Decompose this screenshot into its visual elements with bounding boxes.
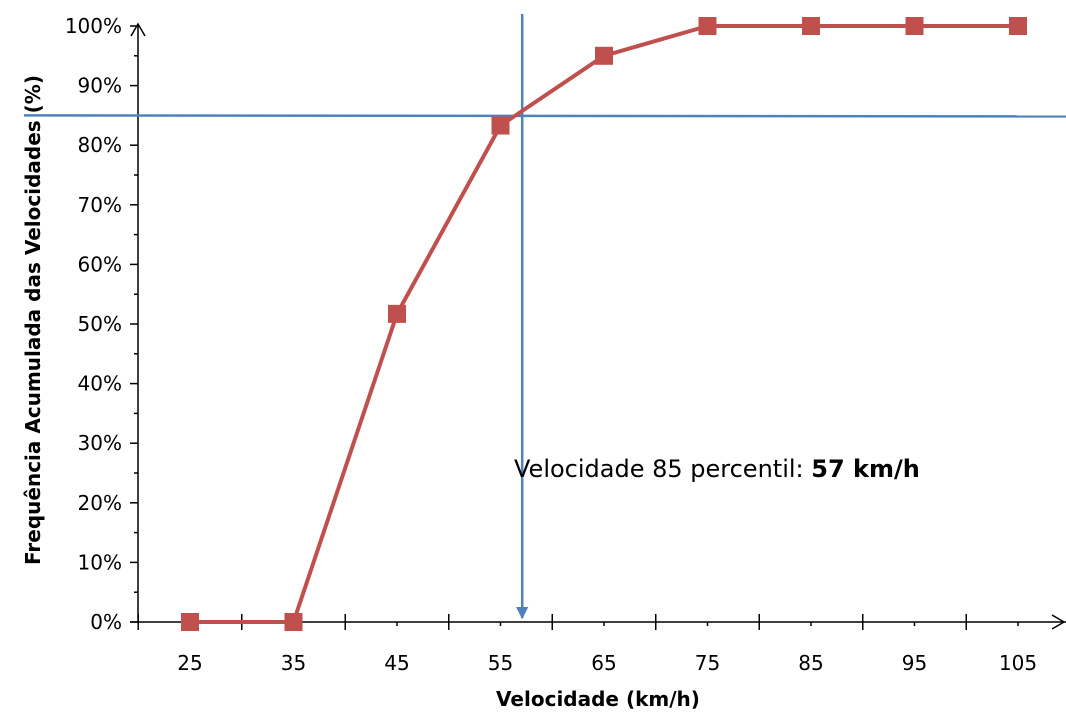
data-point-marker (181, 613, 199, 631)
x-axis-title: Velocidade (km/h) (496, 687, 700, 711)
y-axis-title: Frequência Acumulada das Velocidades (%) (21, 75, 45, 565)
x-tick-label: 55 (488, 651, 513, 675)
y-tick-label: 100% (65, 14, 122, 38)
data-point-marker (492, 117, 510, 135)
y-ticks: 0% 10% 20% 30% 40% 50% 60% 70% 80% 90% 100% (65, 14, 138, 634)
data-point-marker (906, 17, 924, 35)
x-tick-label: 95 (902, 651, 927, 675)
data-point-marker (595, 47, 613, 65)
x-tick-label: 75 (695, 651, 720, 675)
x-tick-label: 45 (384, 651, 409, 675)
data-point-marker (285, 613, 303, 631)
percentile-annotation-value: 57 km/h (811, 455, 920, 483)
y-tick-label: 70% (78, 193, 122, 217)
y-tick-label: 0% (90, 610, 122, 634)
y-tick-label: 10% (78, 550, 122, 574)
percentile-annotation: Velocidade 85 percentil: 57 km/h (514, 455, 920, 483)
x-tick-label: 35 (281, 651, 306, 675)
y-tick-label: 80% (78, 133, 122, 157)
x-tick-label: 65 (591, 651, 616, 675)
y-tick-label: 50% (78, 312, 122, 336)
x-tick-label: 105 (999, 651, 1037, 675)
horizontal-85-percentile-line (24, 115, 1066, 116)
x-tick-label: 25 (177, 651, 202, 675)
y-tick-label: 40% (78, 372, 122, 396)
data-point-marker (699, 17, 717, 35)
series-points (181, 17, 1027, 631)
y-tick-label: 90% (78, 74, 122, 98)
y-tick-label: 20% (78, 491, 122, 515)
y-tick-label: 60% (78, 252, 122, 276)
data-point-marker (802, 17, 820, 35)
y-tick-label: 30% (78, 431, 122, 455)
x-tick-label: 85 (798, 651, 823, 675)
data-point-marker (388, 305, 406, 323)
data-point-marker (1009, 17, 1027, 35)
series-layer (181, 17, 1027, 631)
reference-lines (24, 14, 1066, 618)
percentile-annotation-prefix: Velocidade 85 percentil: (514, 455, 811, 483)
